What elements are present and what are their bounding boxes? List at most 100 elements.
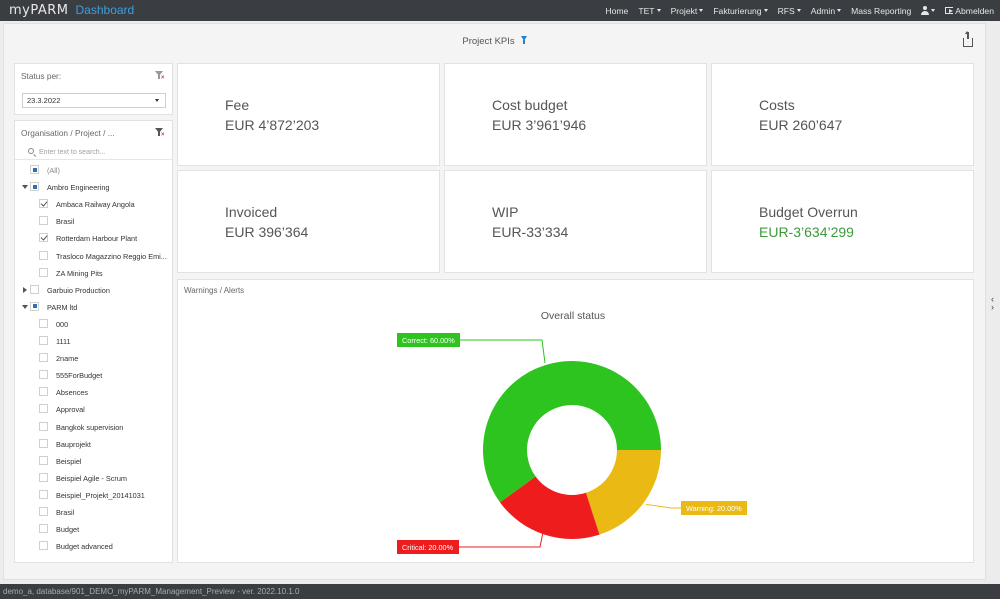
tree-checkbox[interactable] [39,455,48,465]
tree-item[interactable]: Ambro Engineering [15,180,172,195]
tree-item[interactable]: Beispiel_Projekt_20141031 [15,488,172,503]
nav-item-label: RFS [777,5,795,16]
chevron-down-icon [837,9,842,12]
nav-item-label: TET [638,5,655,16]
tree-checkbox[interactable] [39,404,48,414]
tree-item[interactable]: Beispiel [15,454,172,469]
tree-checkbox[interactable] [39,199,48,209]
kpi-value: EUR 4’872’203 [225,117,320,133]
status-date-select[interactable]: 23.3.2022 [22,93,166,108]
overall-status-chart: Warning: 20.00% Critical: 20.00% Correct: … [397,333,747,554]
user-menu[interactable] [921,6,936,15]
tree-checkbox[interactable] [39,216,48,226]
pie-slice-warning[interactable] [585,450,661,535]
tree-checkbox[interactable] [30,301,39,311]
tree-checkbox[interactable] [39,370,48,380]
kpi-label: Fee [225,97,250,113]
caret-down-icon[interactable] [22,304,28,309]
tree-item[interactable]: 1111 [15,334,172,349]
tree-item[interactable]: Budget [15,522,172,537]
tree-checkbox[interactable] [30,284,39,294]
page-header: Project KPIs [4,36,985,47]
nav-item-mass-reporting[interactable]: Mass Reporting [851,6,911,16]
tree-item[interactable]: 555ForBudget [15,368,172,383]
pie-slice-critical[interactable] [499,476,600,539]
tree-item-label: Beispiel_Projekt_20141031 [56,490,145,500]
nav-item-fakturierung[interactable]: Fakturierung [713,6,768,16]
chevron-down-icon [763,9,768,12]
pie-slice-correct[interactable] [482,360,661,503]
nav-item-rfs[interactable]: RFS [778,6,801,16]
tree-checkbox[interactable] [30,165,39,174]
tree-checkbox[interactable] [39,438,48,448]
tree-item[interactable]: Bauprojekt [15,437,172,452]
tree-item-label: 2name [56,354,79,364]
tree-item[interactable]: Ambaca Railway Angola [15,197,172,212]
logout-link[interactable]: Abmelden [945,6,994,16]
nav-item-home[interactable]: Home [605,6,628,16]
kpi-card-fee: Fee EUR 4’872’203 [177,63,440,166]
tree-checkbox[interactable] [39,489,48,499]
tree-item[interactable]: PARM ltd [15,300,172,315]
nav-item-projekt[interactable]: Projekt [671,6,704,16]
tree-item[interactable]: (All) [15,163,172,178]
clear-filter-icon[interactable]: × [155,71,165,81]
tree-checkbox[interactable] [39,472,48,482]
tree-checkbox[interactable] [39,336,48,345]
tree-item[interactable]: Rotterdam Harbour Plant [15,231,172,246]
tree-checkbox[interactable] [39,421,48,431]
tree-item[interactable]: Budget advanced [15,539,172,554]
tree-checkbox[interactable] [39,250,48,260]
tree-item[interactable]: Garbuio Production [15,283,172,298]
logout-label: Abmelden [955,5,994,16]
pie-label-correct: Correct: 60.00% [397,333,460,347]
logout-icon [945,7,954,14]
caret-down-icon[interactable] [22,185,28,190]
kpi-label: Cost budget [492,97,568,113]
tree-item[interactable]: Trasloco Magazzino Reggio Emi... [15,249,172,264]
page-title: Project KPIs [462,36,515,47]
tree-item[interactable]: Absences [15,385,172,400]
tree-item[interactable]: Brasil [15,505,172,520]
tree-item[interactable]: 000 [15,317,172,332]
nav-item-label: Mass Reporting [851,5,912,16]
nav-item-admin[interactable]: Admin [810,5,842,16]
tree-checkbox[interactable] [39,318,48,328]
nav-item-label: Admin [810,5,836,16]
status-date-value: 23.3.2022 [27,96,61,105]
tree-item[interactable]: Bangkok supervision [15,420,172,435]
tree-item[interactable]: 2name [15,351,172,366]
chevron-left-icon: ‹ [991,294,994,304]
filter-icon[interactable] [520,36,527,44]
tree-checkbox[interactable] [39,353,48,363]
caret-right-icon[interactable] [23,286,27,293]
export-icon[interactable] [963,31,973,47]
brand[interactable]: myPARM Dashboard [9,3,134,18]
pie-label-text: Warning: 20.00% [686,504,742,513]
side-panel-toggle[interactable]: ‹ › [991,294,994,312]
tree-item-label: Bauprojekt [56,439,91,449]
tree-checkbox[interactable] [30,182,39,192]
tree-item[interactable]: ZA Mining Pits [15,266,172,281]
clear-filter-icon[interactable]: × [155,128,165,138]
kpi-card-budget-overrun: Budget Overrun EUR-3’634’299 [711,170,974,273]
tree-checkbox[interactable] [39,387,48,397]
tree-item[interactable]: Brasil [15,214,172,229]
tree-item[interactable]: Beispiel Agile - Scrum [15,471,172,486]
leader-line-critical [459,526,545,548]
pie-label-warning: Warning: 20.00% [681,501,747,515]
tree-search-input[interactable] [39,146,167,158]
alerts-title: Warnings / Alerts [184,286,245,295]
myparm-logo: myPARM [9,3,69,18]
tree-item-label: Approval [56,405,85,415]
tree-item[interactable]: Approval [15,402,172,417]
chevron-down-icon [931,9,936,12]
chevron-down-icon [155,99,159,102]
tree-checkbox[interactable] [39,524,48,534]
tree-checkbox[interactable] [39,233,48,243]
nav-item-tet[interactable]: TET [638,5,661,16]
tree-checkbox[interactable] [39,507,48,516]
top-navbar: myPARM Dashboard Home TET Projekt Fakturier… [0,0,1000,21]
tree-checkbox[interactable] [39,541,48,551]
tree-checkbox[interactable] [39,267,48,277]
